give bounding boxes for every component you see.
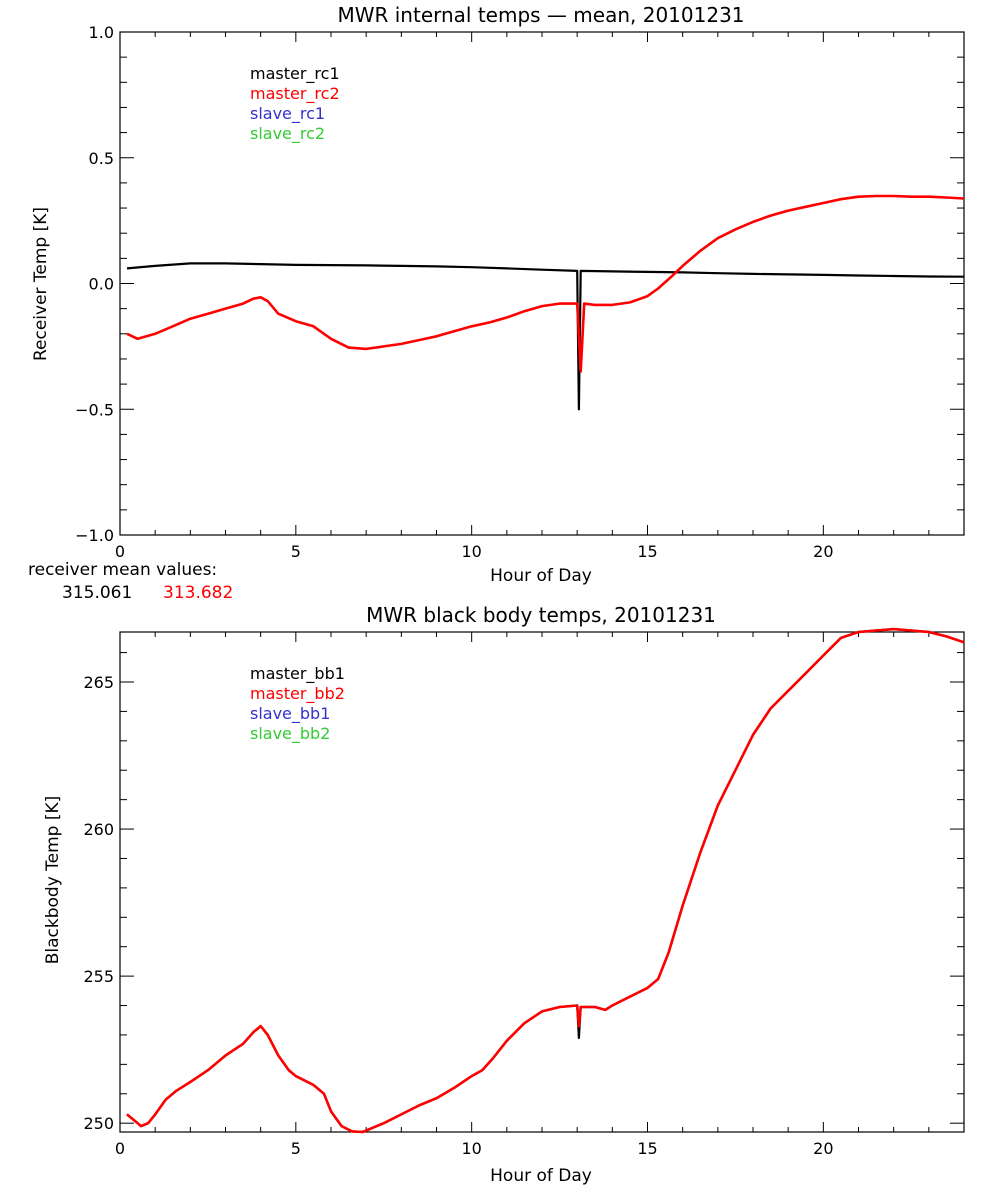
x-tick-label: 10 xyxy=(461,1139,481,1158)
x-tick-label: 10 xyxy=(461,542,481,561)
series-line-master-rc2 xyxy=(126,194,965,373)
legend-item-slave-bb1: slave_bb1 xyxy=(250,704,330,724)
y-tick-label: −1.0 xyxy=(75,526,114,545)
y-tick-label: 255 xyxy=(83,967,114,986)
legend-item-slave-bb2: slave_bb2 xyxy=(250,724,330,744)
series-lines xyxy=(126,194,965,411)
receiver-mean-label: receiver mean values: xyxy=(28,560,217,580)
y-tick-label: 260 xyxy=(83,820,114,839)
y-tick-label: 0.0 xyxy=(89,275,114,294)
y-axis-label: Receiver Temp [K] xyxy=(31,207,51,361)
legend-item-master-bb2: master_bb2 xyxy=(250,684,345,704)
plot-frame xyxy=(119,31,965,536)
y-tick-label: 265 xyxy=(83,673,114,692)
legend-item-master-rc1: master_rc1 xyxy=(250,64,340,84)
legend-item-master-rc2: master_rc2 xyxy=(250,84,340,104)
blackbody-temp-chart: MWR black body temps, 20101231 0 5 10 15 20 2… xyxy=(43,603,965,1186)
y-tick-label: −0.5 xyxy=(75,400,114,419)
chart-title: MWR internal temps — mean, 20101231 xyxy=(337,3,744,27)
receiver-temp-chart: MWR internal temps — mean, 20101231 0 5 10… xyxy=(28,3,965,603)
x-tick-label: 0 xyxy=(115,542,125,561)
x-tick-label: 5 xyxy=(291,542,301,561)
legend-item-slave-rc1: slave_rc1 xyxy=(250,104,325,124)
x-tick-label: 5 xyxy=(291,1139,301,1158)
x-tick-label: 0 xyxy=(115,1139,125,1158)
legend-item-master-bb1: master_bb1 xyxy=(250,664,345,684)
y-tick-label: 250 xyxy=(83,1114,114,1133)
x-tick-label: 15 xyxy=(637,1139,657,1158)
y-tick-label: 0.5 xyxy=(89,149,114,168)
series-line-master-bb2 xyxy=(126,627,965,1134)
chart-title: MWR black body temps, 20101231 xyxy=(366,603,716,627)
axis-ticks: 0 5 10 15 20 −1.0 −0.5 0.0 0.5 1.0 xyxy=(75,23,965,561)
x-axis-label: Hour of Day xyxy=(490,566,592,586)
x-tick-label: 20 xyxy=(813,542,833,561)
axis-ticks: 0 5 10 15 20 250 255 260 265 xyxy=(83,632,965,1158)
series-line-master-rc1 xyxy=(126,262,965,411)
legend-item-slave-rc2: slave_rc2 xyxy=(250,124,325,144)
receiver-mean-value-rc1: 315.061 xyxy=(62,583,132,603)
y-tick-label: 1.0 xyxy=(89,23,114,42)
x-tick-label: 20 xyxy=(813,1139,833,1158)
y-axis-label: Blackbody Temp [K] xyxy=(43,796,63,965)
plot-frame xyxy=(119,631,965,1133)
series-lines xyxy=(126,627,965,1134)
x-axis-label: Hour of Day xyxy=(490,1166,592,1186)
receiver-mean-value-rc2: 313.682 xyxy=(163,583,233,603)
x-tick-label: 15 xyxy=(637,542,657,561)
